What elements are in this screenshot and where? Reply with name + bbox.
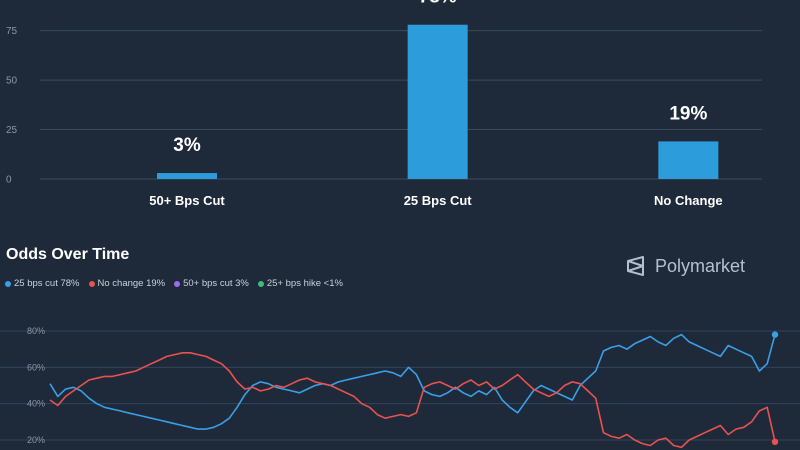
line-end-dots bbox=[771, 331, 779, 446]
bar-y-tick-label: 50 bbox=[6, 76, 18, 87]
bar-y-tick-label: 0 bbox=[6, 175, 12, 186]
bar-y-tick-label: 75 bbox=[6, 26, 18, 37]
line-y-tick-label: 40% bbox=[27, 399, 45, 409]
bar bbox=[157, 173, 217, 179]
series-line-1 bbox=[49, 352, 776, 449]
bar-value-label: 3% bbox=[173, 135, 201, 156]
line-y-axis: 20% 40% 60% 80% bbox=[27, 326, 45, 445]
legend-item-25bps-cut[interactable]: 25 bps cut 78% bbox=[5, 278, 80, 289]
legend-label: 25 bps cut 78% bbox=[14, 278, 80, 289]
bar-y-axis: 0 25 50 75 bbox=[6, 26, 18, 185]
polymarket-logo: Polymarket bbox=[625, 255, 745, 277]
bar-category-label: 50+ Bps Cut bbox=[149, 193, 225, 208]
line-y-tick-label: 80% bbox=[27, 326, 45, 336]
legend-item-50bps-cut[interactable]: 50+ bps cut 3% bbox=[174, 278, 249, 289]
line-grid bbox=[0, 330, 800, 441]
line-series bbox=[49, 333, 776, 449]
bar-value-label: 78% bbox=[419, 0, 457, 8]
bar bbox=[658, 141, 719, 179]
legend-dot-icon bbox=[88, 280, 95, 287]
legend-item-no-change[interactable]: No change 19% bbox=[88, 278, 166, 289]
brand-name: Polymarket bbox=[655, 255, 746, 276]
bar-category-label: 25 Bps Cut bbox=[404, 193, 473, 208]
polymarket-icon bbox=[627, 256, 644, 276]
legend-label: 50+ bps cut 3% bbox=[183, 278, 249, 289]
bar-y-tick-label: 25 bbox=[6, 125, 18, 136]
bar-value-label: 19% bbox=[669, 103, 707, 124]
legend-label: No change 19% bbox=[97, 278, 166, 289]
line-y-tick-label: 20% bbox=[27, 435, 45, 445]
bar-chart: 0 25 50 75 3% 50+ Bps Cut 78% 25 Bps Cut 19% No … bbox=[6, 0, 762, 208]
bar-category-label: No Change bbox=[654, 193, 723, 208]
legend-dot-icon bbox=[257, 280, 264, 287]
bar-series bbox=[157, 24, 719, 179]
legend-item-25bps-hike[interactable]: 25+ bps hike <1% bbox=[257, 278, 343, 289]
line-legend: 25 bps cut 78% No change 19% 50+ bps cut… bbox=[5, 278, 343, 289]
series-end-point-1 bbox=[771, 438, 779, 446]
bar-grid bbox=[40, 30, 762, 180]
legend-label: 25+ bps hike <1% bbox=[266, 278, 343, 289]
series-end-point-0 bbox=[771, 331, 779, 338]
bar bbox=[407, 24, 468, 179]
line-chart: 20% 40% 60% 80% bbox=[0, 326, 800, 449]
series-line-0 bbox=[49, 333, 776, 430]
legend-dot-icon bbox=[5, 280, 11, 287]
bar-labels: 3% 50+ Bps Cut 78% 25 Bps Cut 19% No Change bbox=[149, 0, 722, 208]
line-y-tick-label: 60% bbox=[27, 362, 45, 372]
odds-over-time-title: Odds Over Time bbox=[6, 246, 130, 263]
legend-dot-icon bbox=[174, 280, 181, 287]
